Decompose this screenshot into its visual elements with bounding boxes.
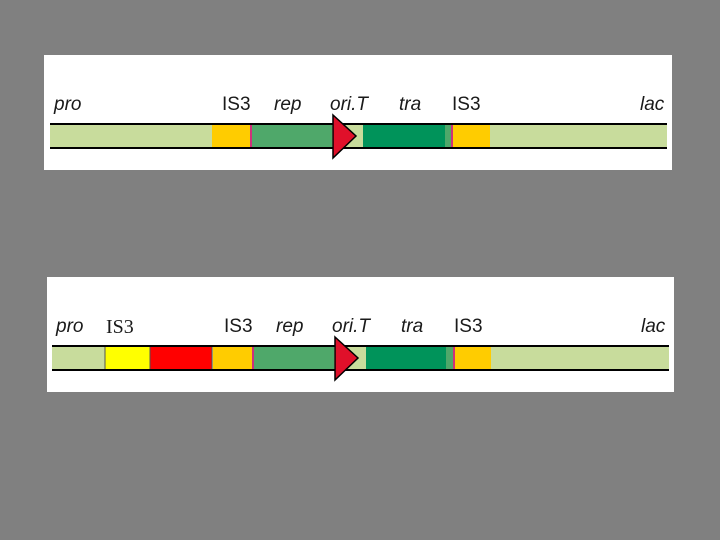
label: IS3 — [106, 316, 134, 338]
label: tra — [399, 94, 421, 115]
is3-block — [213, 346, 252, 370]
panel-bg — [44, 55, 672, 170]
inserted-gene — [149, 345, 213, 371]
is3-block — [212, 124, 250, 148]
label: tra — [401, 316, 423, 337]
label: pro — [53, 94, 81, 115]
label: rep — [276, 316, 303, 337]
tra-block — [363, 124, 445, 148]
label: pro — [55, 316, 83, 337]
panel-bg — [47, 277, 674, 392]
label: lac — [640, 94, 665, 115]
tra-end — [445, 124, 452, 148]
panel-2: pro IS3 IS3 rep ori.T tra IS3 lac — [47, 277, 674, 392]
label: lac — [641, 316, 666, 337]
is3-block — [454, 346, 491, 370]
label: IS3 — [452, 94, 481, 115]
label: ori.T — [332, 316, 371, 337]
panel-1: pro IS3 rep ori.T tra IS3 lac — [44, 55, 672, 170]
tra-end — [446, 346, 454, 370]
tra-block — [366, 346, 446, 370]
label: IS3 — [224, 316, 253, 337]
label: rep — [274, 94, 301, 115]
orit-arrow — [332, 113, 358, 160]
label: ori.T — [330, 94, 369, 115]
label: IS3 — [222, 94, 251, 115]
orit-arrow — [334, 335, 360, 382]
inserted-is3 — [104, 345, 151, 371]
rep-block — [250, 124, 332, 148]
label: IS3 — [454, 316, 483, 337]
rep-block — [252, 346, 334, 370]
backbone — [50, 124, 667, 148]
is3-block — [452, 124, 490, 148]
